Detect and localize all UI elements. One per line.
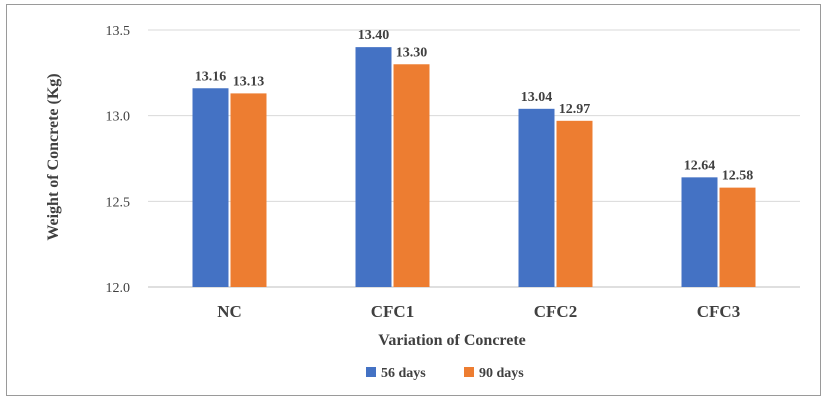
- y-tick-label: 13.0: [106, 110, 131, 125]
- bar-nc-56-days: [192, 88, 229, 288]
- x-tick-label: NC: [217, 302, 242, 321]
- data-label: 13.40: [358, 28, 390, 43]
- x-tick-label: CFC2: [534, 302, 577, 321]
- bar-cfc2-56-days: [518, 108, 555, 288]
- data-label: 13.30: [396, 45, 428, 60]
- y-tick-label: 12.0: [106, 281, 131, 296]
- data-labels: 13.16 13.13 13.40 13.30 13.04 12.97 12.64 12.58: [195, 28, 754, 183]
- data-label: 13.13: [233, 74, 265, 89]
- data-label: 13.04: [521, 90, 553, 105]
- data-label: 12.64: [684, 158, 716, 173]
- bar-cfc3-56-days: [681, 177, 718, 287]
- bar-nc-90-days: [230, 93, 267, 287]
- data-label: 12.97: [559, 102, 591, 117]
- x-tick-labels: NC CFC1 CFC2 CFC3: [217, 302, 740, 321]
- legend: 56 days 90 days: [366, 366, 524, 381]
- legend-label: 56 days: [381, 366, 426, 381]
- legend-swatch: [464, 367, 474, 377]
- x-tick-label: CFC1: [371, 302, 414, 321]
- legend-swatch: [366, 367, 376, 377]
- bar-cfc3-90-days: [719, 187, 756, 287]
- y-tick-labels: 12.0 12.5 13.0 13.5: [106, 24, 131, 296]
- bar-cfc1-90-days: [393, 64, 430, 288]
- y-axis-title: Weight of Concrete (Kg): [45, 73, 62, 240]
- y-tick-label: 12.5: [106, 195, 131, 210]
- bars: [192, 47, 756, 288]
- data-label: 13.16: [195, 69, 227, 84]
- data-label: 12.58: [722, 169, 754, 184]
- bar-cfc1-56-days: [355, 47, 392, 288]
- y-tick-label: 13.5: [106, 24, 131, 39]
- x-tick-label: CFC3: [697, 302, 740, 321]
- x-axis-title: Variation of Concrete: [378, 332, 526, 349]
- bar-cfc2-90-days: [556, 120, 593, 287]
- legend-label: 90 days: [479, 366, 524, 381]
